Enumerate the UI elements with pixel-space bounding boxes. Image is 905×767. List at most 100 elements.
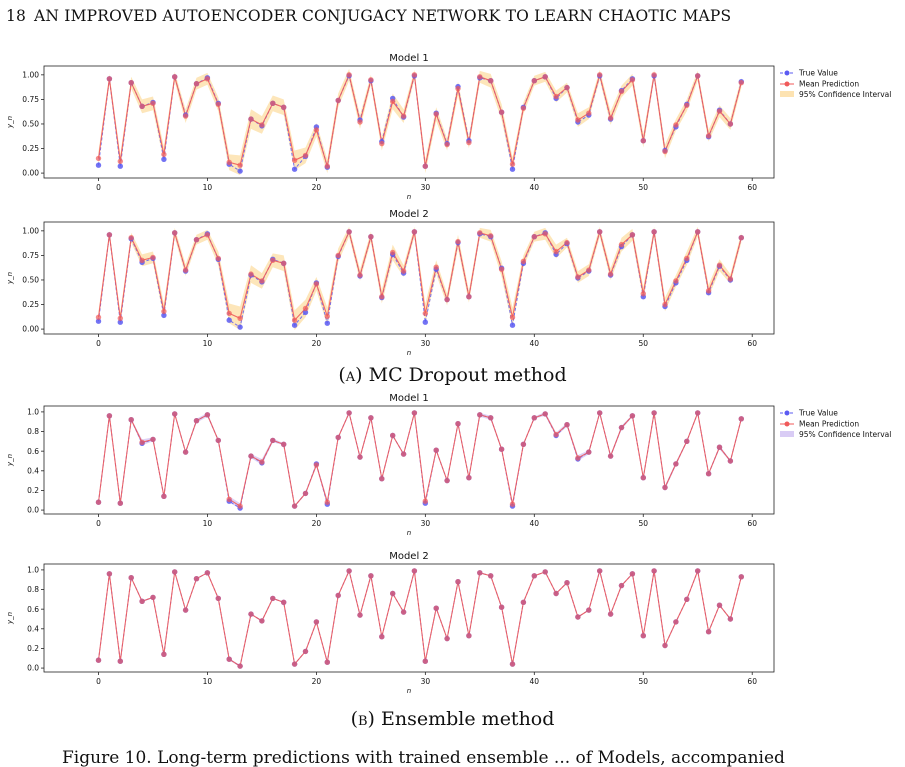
page-number: 18 — [6, 7, 27, 25]
mean-prediction-point — [640, 475, 646, 481]
mean-prediction-point — [684, 438, 690, 444]
mean-prediction-point — [411, 72, 418, 78]
mean-prediction-point — [161, 493, 167, 499]
mean-prediction-point — [237, 503, 243, 509]
mean-prediction-point — [270, 257, 276, 263]
caption-b-text: Ensemble method — [381, 708, 555, 730]
mean-prediction-point — [607, 611, 614, 617]
dropout-model1-chart: Model 1 0 10 20 30 40 50 60 0.00 0.25 0.50 0.75 1.00… — [6, 53, 891, 201]
mean-prediction-point — [542, 231, 548, 237]
mean-prediction-point — [270, 437, 276, 444]
x-axis-label: n — [407, 349, 411, 357]
mean-prediction-point — [117, 500, 124, 506]
x-axis-label: n — [407, 687, 411, 695]
mean-prediction-point — [673, 122, 679, 128]
plot-frame — [43, 563, 775, 673]
mean-prediction-point — [738, 235, 744, 241]
mean-prediction-point — [182, 113, 189, 119]
mean-prediction-point — [182, 449, 189, 455]
mean-prediction-line — [97, 72, 742, 167]
x-tick-label: 60 — [747, 339, 757, 348]
mean-prediction-point — [618, 88, 625, 95]
mean-prediction-point — [390, 590, 396, 597]
mean-prediction-point — [607, 271, 614, 277]
caption-a-label: (a) — [338, 364, 363, 386]
mean-prediction-point — [498, 266, 505, 272]
mean-prediction-point — [520, 441, 527, 447]
caption-b: (b) Ensemble method — [0, 708, 905, 730]
true-value-point — [237, 168, 243, 174]
x-tick-label: 40 — [530, 183, 540, 192]
mean-prediction-point — [313, 281, 320, 287]
ensemble-model1-chart: Model 1 0 10 20 30 40 50 60 0.0 0.2 0.4 0.6 0.8 1.0 n y… — [6, 393, 891, 537]
mean-prediction-point — [161, 651, 167, 657]
mean-prediction-point — [95, 155, 102, 162]
y-tick-label: 0.25 — [22, 144, 39, 153]
mean-prediction-point — [248, 271, 254, 277]
legend-ci-swatch — [780, 91, 794, 97]
mean-prediction-point — [368, 234, 374, 240]
mean-prediction-point — [215, 101, 221, 107]
mean-prediction-point — [564, 84, 570, 91]
mean-prediction-point — [433, 264, 439, 270]
true-value-point — [509, 322, 516, 328]
mean-prediction-point — [433, 447, 439, 453]
mean-prediction-point — [640, 291, 646, 297]
mean-prediction-point — [618, 582, 625, 589]
x-tick-label: 10 — [203, 519, 213, 528]
mean-prediction-point — [553, 590, 559, 597]
mean-prediction-point — [128, 417, 134, 423]
mean-prediction-point — [400, 268, 407, 274]
figure-caption-text: Figure 10. Long-term predictions with tr… — [62, 748, 785, 767]
mean-prediction-point — [716, 444, 723, 450]
x-tick-label: 0 — [96, 677, 101, 686]
y-tick-label: 0.0 — [27, 664, 39, 673]
mean-prediction-point — [291, 503, 298, 509]
mean-prediction-point — [368, 573, 374, 579]
mean-prediction-point — [324, 313, 330, 319]
mean-prediction-point — [204, 76, 211, 82]
mean-prediction-point — [542, 74, 548, 80]
mean-prediction-point — [727, 616, 734, 622]
mean-prediction-point — [673, 461, 679, 467]
mean-prediction-point — [586, 110, 592, 116]
mean-prediction-point — [259, 122, 265, 128]
mean-prediction-point — [553, 431, 559, 438]
mean-prediction-point — [150, 436, 156, 443]
mean-prediction-point — [117, 658, 124, 664]
legend-true-marker — [784, 410, 790, 416]
mean-prediction-point — [716, 108, 723, 114]
y-tick-label: 0.0 — [27, 506, 39, 515]
mean-prediction-point — [139, 257, 145, 263]
mean-prediction-point — [193, 418, 200, 424]
x-tick-label: 20 — [312, 677, 322, 686]
mean-prediction-point — [422, 658, 428, 664]
mean-prediction-point — [172, 569, 178, 575]
mean-prediction-point — [738, 416, 744, 422]
mean-prediction-point — [291, 661, 298, 667]
mean-prediction-point — [564, 239, 570, 246]
mean-prediction-point — [346, 72, 352, 78]
mean-prediction-point — [346, 229, 352, 235]
true-value-point — [117, 319, 124, 325]
mean-prediction-point — [215, 595, 221, 602]
ensemble-model2-chart: Model 2 0 10 20 30 40 50 60 0.0 0.2 0.4 0.6 0.8 1.0 n y… — [6, 551, 775, 695]
mean-prediction-point — [531, 78, 537, 84]
y-tick-label: 0.00 — [22, 325, 39, 334]
mean-prediction-point — [182, 607, 189, 613]
mean-prediction-point — [651, 72, 657, 78]
mean-prediction-point — [662, 301, 668, 308]
mean-prediction-point — [379, 634, 385, 640]
mean-prediction-point — [553, 248, 559, 255]
mean-prediction-line — [97, 410, 742, 508]
legend-pred-label: Mean Prediction — [799, 80, 859, 89]
mean-prediction-point — [379, 294, 385, 300]
mean-prediction-point — [575, 455, 581, 461]
mean-prediction-point — [302, 152, 309, 159]
mean-prediction-point — [575, 614, 581, 620]
mean-prediction-point — [95, 314, 102, 320]
mean-prediction-point — [270, 100, 276, 106]
mean-prediction-point — [259, 278, 265, 284]
mean-prediction-point — [618, 424, 625, 431]
x-tick-label: 10 — [203, 183, 213, 192]
